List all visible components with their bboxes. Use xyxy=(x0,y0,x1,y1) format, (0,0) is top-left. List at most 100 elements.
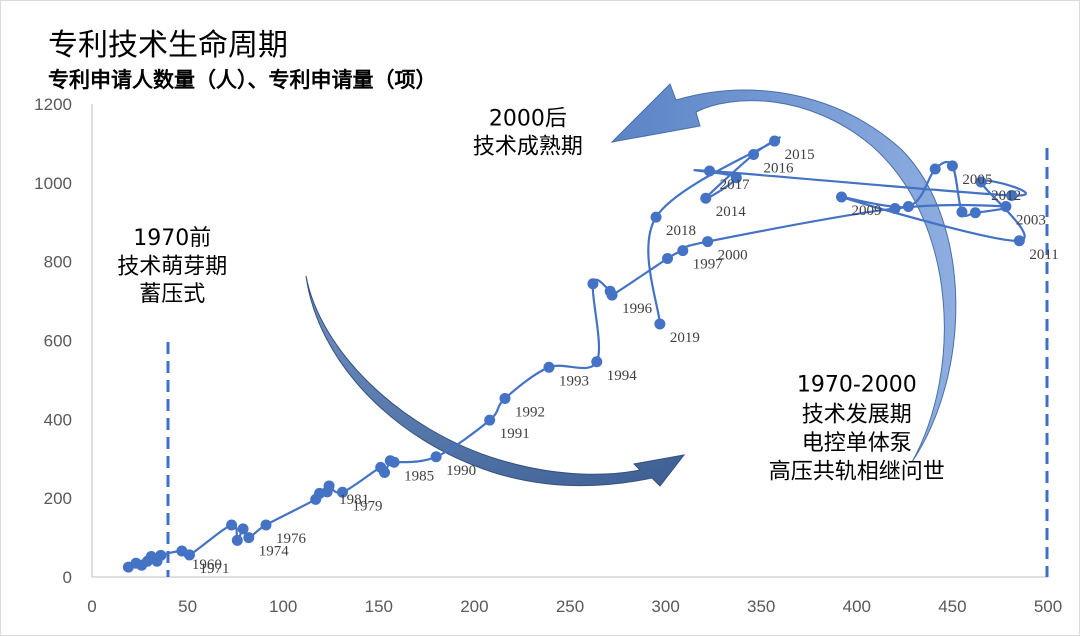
x-tick-label: 500 xyxy=(1034,597,1062,616)
x-tick-label: 0 xyxy=(87,597,96,616)
y-axis-label: 专利申请人数量（人）、专利申请量（项） xyxy=(48,68,437,92)
data-point-label: 1996 xyxy=(622,301,653,317)
data-point-label: 2015 xyxy=(785,147,815,163)
data-point xyxy=(243,532,255,544)
data-point xyxy=(654,318,666,330)
axes-group: 0 50 100 150 200 250 300 350 400 450 500 0 200 400 600… xyxy=(34,95,1062,616)
data-point xyxy=(748,148,760,160)
y-tick-label: 1000 xyxy=(34,174,72,193)
data-point xyxy=(956,206,968,218)
data-point xyxy=(606,289,618,301)
annotation-text: 2000后 xyxy=(489,107,567,132)
data-point-label: 1976 xyxy=(276,531,307,547)
data-point xyxy=(969,207,981,219)
x-tick-label: 200 xyxy=(460,597,488,616)
x-tick-label: 100 xyxy=(269,597,297,616)
data-point xyxy=(704,165,716,177)
data-point xyxy=(677,245,689,257)
data-point-label: 1981 xyxy=(339,492,369,508)
annotation-text: 技术发展期 xyxy=(802,402,912,427)
annotation-text: 高压共轨相继问世 xyxy=(769,459,945,484)
data-point xyxy=(184,549,196,561)
data-point-label: 1971 xyxy=(200,561,230,577)
data-point xyxy=(543,361,555,373)
data-point xyxy=(1013,235,1025,247)
data-point-label: 2012 xyxy=(991,188,1021,204)
data-point xyxy=(231,534,243,546)
data-point-label: 1979 xyxy=(352,498,382,514)
data-point-label: 2000 xyxy=(718,248,748,264)
y-tick-label: 200 xyxy=(44,489,72,508)
series-points xyxy=(122,135,1025,573)
data-point xyxy=(260,519,272,531)
annotation-text: 1970前 xyxy=(133,226,211,251)
data-point-label: 1990 xyxy=(446,463,476,479)
data-point-label: 1985 xyxy=(404,468,434,484)
data-point xyxy=(662,253,674,265)
data-point-label: 1993 xyxy=(559,373,589,389)
data-point xyxy=(700,192,712,204)
y-tick-label: 600 xyxy=(44,332,72,351)
data-point-label: 2019 xyxy=(670,330,700,346)
reference-lines xyxy=(166,148,1049,577)
data-point xyxy=(237,523,249,535)
x-tick-label: 300 xyxy=(651,597,679,616)
chart-title: 专利技术生命周期 xyxy=(48,28,288,63)
x-tick-label: 350 xyxy=(747,597,775,616)
data-point xyxy=(155,549,167,561)
x-tick-label: 50 xyxy=(178,597,197,616)
data-point xyxy=(1000,200,1012,212)
data-point-label: 2014 xyxy=(716,204,747,220)
trend-arrow-bottom xyxy=(305,275,686,487)
x-tick-label: 450 xyxy=(938,597,966,616)
data-point xyxy=(929,163,941,175)
data-point-label: 2017 xyxy=(720,177,751,193)
annotation-text: 蓄压式 xyxy=(139,282,205,307)
data-point xyxy=(388,456,400,468)
data-point xyxy=(889,202,901,214)
data-point-label: 2009 xyxy=(852,203,882,219)
data-point xyxy=(323,480,335,492)
y-tick-label: 400 xyxy=(44,410,72,429)
data-point-label: 1994 xyxy=(607,368,638,384)
data-point-label: 2016 xyxy=(764,160,795,176)
data-point xyxy=(702,236,714,248)
data-point xyxy=(902,200,914,212)
series-line xyxy=(127,136,1027,569)
data-point xyxy=(836,191,848,203)
data-point-label: 1960 xyxy=(192,557,222,573)
x-tick-label: 250 xyxy=(556,597,584,616)
data-point xyxy=(587,278,599,290)
x-tick-label: 400 xyxy=(843,597,871,616)
data-point xyxy=(650,211,662,223)
data-point xyxy=(1006,189,1018,201)
data-point-label: 2011 xyxy=(1029,247,1058,263)
annotation-text: 1970-2000 xyxy=(797,373,917,398)
data-point xyxy=(484,414,496,426)
data-point xyxy=(226,519,238,531)
data-point xyxy=(379,467,391,479)
data-point xyxy=(975,176,987,188)
y-tick-label: 1200 xyxy=(34,95,72,114)
data-point xyxy=(769,135,781,147)
y-tick-label: 0 xyxy=(63,568,72,587)
y-tick-label: 800 xyxy=(44,253,72,272)
annotation-text: 技术萌芽期 xyxy=(117,254,227,279)
data-point xyxy=(591,356,603,368)
data-point-label: 2005 xyxy=(962,172,992,188)
data-point xyxy=(430,451,442,463)
x-tick-label: 150 xyxy=(365,597,393,616)
data-point-label: 2018 xyxy=(666,223,696,239)
data-point-label: 2003 xyxy=(1016,212,1046,228)
annotation-text: 技术成熟期 xyxy=(473,134,583,159)
data-point xyxy=(946,160,958,172)
data-point xyxy=(730,172,742,184)
data-point-label: 1974 xyxy=(259,544,290,560)
data-point xyxy=(499,392,511,404)
data-point-label: 1991 xyxy=(500,426,530,442)
data-point-label: 1992 xyxy=(515,404,545,420)
